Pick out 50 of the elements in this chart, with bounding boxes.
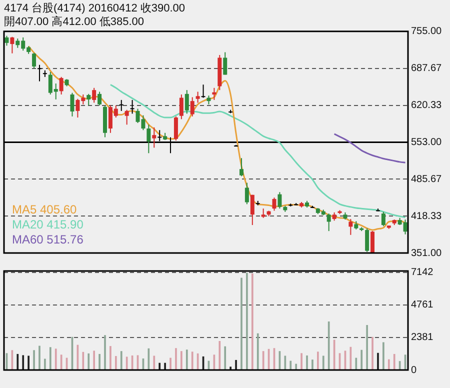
y-tick-label: 0	[411, 364, 417, 376]
candlestick	[119, 99, 124, 112]
candlestick	[184, 90, 189, 114]
y-tick-label: 351.00	[411, 248, 442, 259]
candlestick	[98, 91, 102, 106]
candlestick	[365, 228, 370, 252]
candlestick	[250, 194, 254, 226]
text: MA20 415.90	[12, 217, 84, 232]
y-tick-label: 418.33	[411, 210, 442, 222]
candlestick	[278, 192, 282, 210]
y-tick-label: 620.33	[411, 100, 442, 112]
candlestick	[201, 84, 206, 98]
candlestick	[190, 96, 194, 117]
candlestick	[146, 124, 151, 154]
candlestick	[92, 87, 96, 104]
candlestick	[130, 99, 134, 114]
y-tick-label: 2381	[411, 332, 434, 344]
y-tick-label: 7142	[411, 267, 434, 278]
y-tick-label: 485.67	[411, 174, 442, 185]
candlestick	[261, 208, 266, 218]
y-tick-label: 755.00	[411, 26, 442, 38]
y-tick-label: 687.67	[411, 63, 442, 74]
text: MA5 405.60	[12, 202, 78, 216]
line-series	[110, 84, 406, 218]
candlestick	[223, 52, 228, 76]
candlestick	[86, 93, 91, 106]
y-tick-label: 4761	[411, 300, 434, 311]
candlestick	[10, 36, 14, 54]
candlestick	[152, 126, 156, 148]
candlestick	[174, 116, 178, 142]
line-series	[334, 133, 406, 164]
candlestick	[370, 230, 375, 254]
candlestick	[272, 197, 276, 212]
candlestick	[239, 158, 244, 177]
candlestick	[244, 182, 249, 205]
candlestick	[59, 76, 64, 95]
candlestick	[32, 52, 36, 69]
y-tick-label: 553.00	[411, 136, 442, 148]
text: MA60 515.76	[12, 232, 84, 246]
candlestick	[179, 94, 184, 120]
chart-subtitle: 開407.00 高412.00 低385.00	[4, 14, 144, 28]
candlestick	[348, 218, 353, 236]
candlestick	[37, 64, 42, 82]
candlestick	[124, 109, 129, 126]
candlestick	[381, 211, 386, 227]
chart-title: 4174 台股(4174) 20160412 收390.00	[4, 2, 186, 15]
candlestick	[70, 92, 74, 117]
candlestick	[196, 91, 200, 104]
candlestick	[326, 213, 331, 232]
candlestick	[212, 87, 216, 100]
